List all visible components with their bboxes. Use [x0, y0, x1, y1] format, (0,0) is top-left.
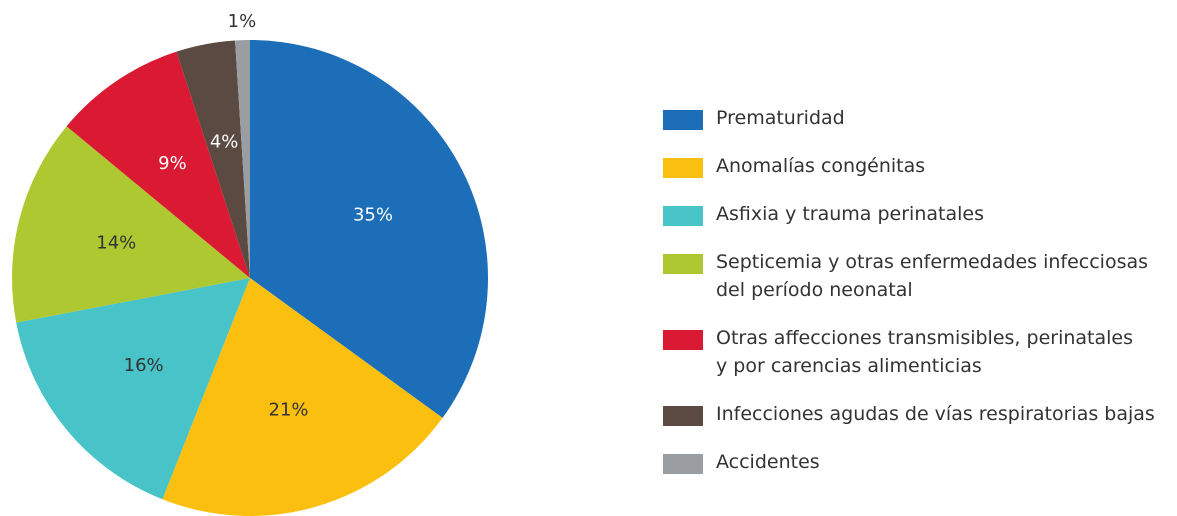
pie-slice	[250, 40, 489, 418]
data-label: 4%	[210, 131, 239, 152]
pie-slice	[176, 40, 250, 279]
pie-slice	[16, 278, 250, 500]
legend-swatch	[663, 254, 703, 274]
legend-item: Infecciones agudas de vías respiratorias…	[663, 402, 1155, 428]
data-label: 9%	[158, 153, 187, 174]
legend-item: Prematuridad	[663, 106, 1155, 132]
legend-label: Asfixia y trauma perinatales	[716, 203, 984, 225]
data-label: 1%	[228, 11, 257, 32]
legend: Prematuridad Anomalías congénitas Asfixia …	[663, 106, 1155, 476]
legend-swatch	[663, 206, 703, 226]
data-label: 35%	[353, 204, 393, 225]
legend-swatch	[663, 330, 703, 350]
legend-item: Asfixia y trauma perinatales	[663, 202, 1155, 228]
legend-label: Prematuridad	[716, 107, 845, 129]
legend-label: Accidentes	[716, 451, 820, 473]
pie-slice	[235, 40, 250, 278]
pie-slice	[11, 126, 251, 323]
legend-swatch	[663, 158, 703, 178]
pie-slice	[162, 278, 443, 516]
legend-swatch	[663, 110, 703, 130]
legend-item: Septicemia y otras enfermedades infeccio…	[663, 250, 1155, 304]
data-label: 16%	[124, 355, 164, 376]
legend-item: Otras affecciones transmisibles, perinat…	[663, 326, 1155, 380]
legend-item: Accidentes	[663, 450, 1155, 476]
pie-chart: 35% 21% 16% 14% 9% 4% 1%	[11, 11, 489, 516]
legend-label: Anomalías congénitas	[716, 155, 926, 177]
legend-label: Infecciones agudas de vías respiratorias…	[716, 403, 1155, 425]
pie-slice	[66, 51, 250, 279]
legend-label: Otras affecciones transmisibles, perinat…	[716, 327, 1133, 377]
legend-item: Anomalías congénitas	[663, 154, 1155, 180]
data-label: 14%	[96, 233, 136, 254]
legend-label: Septicemia y otras enfermedades infeccio…	[716, 251, 1149, 301]
legend-swatch	[663, 406, 703, 426]
data-label: 21%	[269, 400, 309, 421]
legend-swatch	[663, 454, 703, 474]
